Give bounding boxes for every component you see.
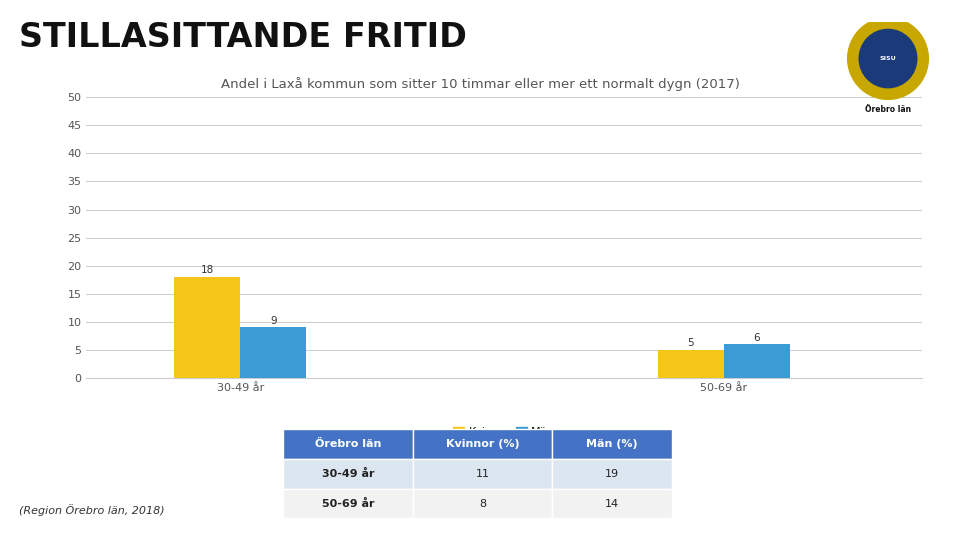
Bar [175,277,240,378]
Circle shape [859,29,917,87]
Text: 5: 5 [687,338,694,348]
Text: Örebro län: Örebro län [315,439,381,449]
Bar [658,350,724,378]
Text: 8: 8 [479,498,486,509]
Text: Örebro län: Örebro län [865,105,911,113]
Text: 11: 11 [475,469,490,479]
Text: 50-69 år: 50-69 år [322,498,374,509]
Text: Kvinnor (%): Kvinnor (%) [445,439,519,449]
Text: (Region Örebro län, 2018): (Region Örebro län, 2018) [19,504,165,516]
Bar [724,345,790,378]
Bar [240,327,306,378]
Legend: Kvinnor, Män: Kvinnor, Män [448,423,560,442]
Text: STILLASITTANDE FRITID: STILLASITTANDE FRITID [19,21,468,55]
Text: 9: 9 [270,316,276,326]
Text: 14: 14 [605,498,619,509]
Text: Andel i Laxå kommun som sitter 10 timmar eller mer ett normalt dygn (2017): Andel i Laxå kommun som sitter 10 timmar… [221,77,739,91]
Text: 30-49 år: 30-49 år [322,469,374,479]
Text: SISU: SISU [879,56,897,61]
Circle shape [848,18,928,99]
Text: 6: 6 [754,333,760,342]
Text: Män (%): Män (%) [587,439,637,449]
Text: 19: 19 [605,469,619,479]
Text: 18: 18 [201,265,214,275]
